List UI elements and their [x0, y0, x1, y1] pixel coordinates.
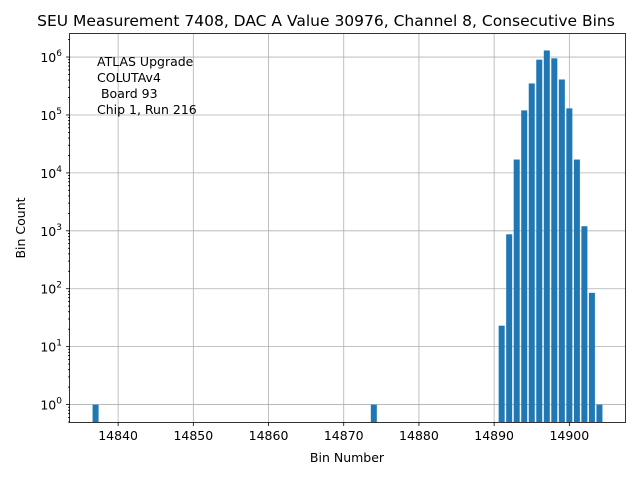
annotation-line: ATLAS Upgrade	[97, 54, 194, 69]
x-tick-label: 14850	[173, 428, 213, 443]
y-axis-label: Bin Count	[13, 197, 28, 258]
annotation-line: COLUTAv4	[97, 70, 161, 85]
x-tick-label: 14840	[98, 428, 138, 443]
annotation-line: Chip 1, Run 216	[97, 102, 197, 117]
histogram-bar	[588, 292, 595, 422]
plot-frame	[69, 33, 626, 423]
tick-layer: 14840 14850 14860 14870 14880 14890 14900 100 10…	[40, 39, 589, 443]
histogram-bar	[370, 404, 377, 422]
x-tick-label: 14900	[549, 428, 589, 443]
histogram-bar	[596, 404, 603, 422]
y-tick-label: 101	[40, 339, 62, 355]
annotation-line: Board 93	[97, 86, 158, 101]
histogram-bar	[498, 325, 505, 422]
histogram-bar	[551, 58, 558, 423]
x-tick-label: 14890	[474, 428, 514, 443]
bar-layer	[92, 50, 603, 423]
x-axis-label: Bin Number	[310, 450, 385, 465]
y-tick-label: 100	[40, 397, 62, 413]
histogram-bar	[581, 226, 588, 422]
histogram-bar	[558, 79, 565, 422]
histogram-bar	[521, 110, 528, 422]
histogram-bar	[536, 59, 543, 423]
histogram-bar	[513, 159, 520, 422]
histogram-bar	[528, 83, 535, 422]
histogram-bar	[506, 234, 513, 422]
x-tick-label: 14880	[399, 428, 439, 443]
histogram-bar	[573, 159, 580, 422]
histogram-bar	[92, 404, 99, 422]
histogram-bar	[566, 108, 573, 422]
y-tick-label: 105	[40, 107, 62, 123]
chart-title: SEU Measurement 7408, DAC A Value 30976,…	[37, 12, 615, 30]
x-tick-label: 14860	[249, 428, 289, 443]
y-tick-label: 102	[40, 281, 62, 297]
y-tick-label: 106	[40, 49, 62, 65]
histogram-bar	[543, 50, 550, 422]
x-tick-label: 14870	[324, 428, 364, 443]
y-tick-label: 103	[40, 223, 62, 239]
y-tick-label: 104	[40, 165, 62, 181]
